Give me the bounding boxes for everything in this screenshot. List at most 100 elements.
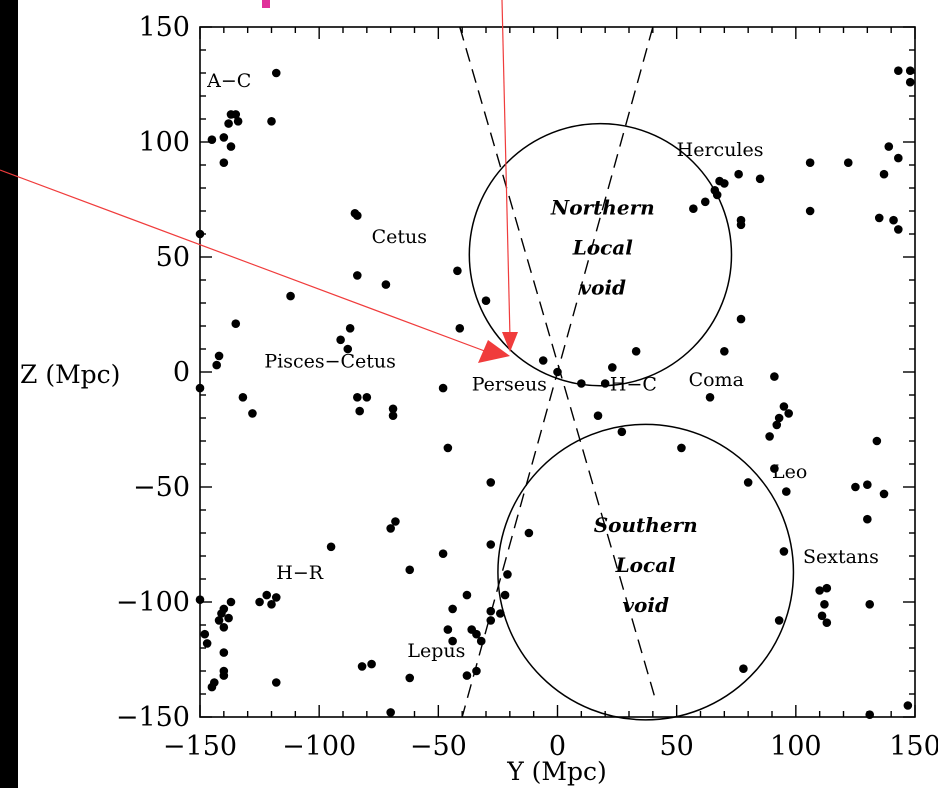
galaxy-point xyxy=(817,611,827,621)
galaxy-point xyxy=(267,117,276,126)
galaxy-point xyxy=(443,625,453,634)
galaxy-point xyxy=(326,542,336,552)
galaxy-point xyxy=(476,636,486,646)
x-axis-label: Y (Mpc) xyxy=(506,757,607,786)
galaxy-point xyxy=(553,367,562,377)
galaxy-point xyxy=(353,393,362,402)
structure-label: H−R xyxy=(276,562,323,584)
galaxy-point xyxy=(481,296,491,306)
galaxy-point xyxy=(863,514,872,524)
galaxy-point xyxy=(345,324,355,333)
top-decoration-mark xyxy=(262,0,270,8)
galaxy-point xyxy=(903,701,913,710)
galaxy-point xyxy=(357,662,367,671)
x-tick-label: 50 xyxy=(659,731,693,762)
galaxy-point xyxy=(617,427,627,437)
galaxy-point xyxy=(496,609,505,618)
galaxy-point xyxy=(353,271,362,280)
pointer-arrowhead xyxy=(502,332,518,352)
galaxy-point xyxy=(600,379,610,388)
structure-label: Coma xyxy=(689,369,744,391)
dashed-boundary-line xyxy=(459,26,656,699)
galaxy-point xyxy=(195,595,205,604)
x-tick-label: 0 xyxy=(549,731,566,762)
galaxy-point xyxy=(200,629,210,639)
galaxy-point xyxy=(577,379,586,388)
galaxy-point xyxy=(367,659,376,669)
galaxy-point xyxy=(486,478,496,487)
galaxy-point xyxy=(438,383,448,393)
galaxy-point xyxy=(782,487,791,496)
galaxy-point xyxy=(822,618,832,627)
galaxy-point xyxy=(874,213,884,223)
structure-label: A−C xyxy=(206,70,251,92)
void-label: void xyxy=(622,593,669,617)
galaxy-point xyxy=(843,158,853,167)
galaxy-point xyxy=(233,117,243,126)
galaxy-point xyxy=(805,158,815,167)
plot-background xyxy=(18,0,938,788)
galaxy-point xyxy=(472,629,481,639)
galaxy-point xyxy=(214,616,224,625)
void-label: void xyxy=(580,276,627,300)
galaxy-point xyxy=(805,206,815,216)
galaxy-point xyxy=(238,393,248,402)
galaxy-point xyxy=(388,404,398,414)
galaxy-point xyxy=(720,347,729,356)
galaxy-point xyxy=(448,636,457,646)
galaxy-point xyxy=(774,616,784,625)
galaxy-point xyxy=(739,664,748,673)
galaxy-point xyxy=(448,604,457,614)
galaxy-point xyxy=(224,613,233,623)
y-tick-labels: −150 −100 −50 0 50 100 150 xyxy=(116,12,190,733)
galaxy-point xyxy=(865,710,875,719)
galaxy-point xyxy=(822,583,832,593)
y-axis-label: Z (Mpc) xyxy=(20,360,120,389)
galaxy-point xyxy=(503,570,512,579)
structure-label: Leo xyxy=(772,461,807,483)
galaxy-point xyxy=(815,586,824,595)
x-tick-labels: −150 −100 −50 0 50 100 150 xyxy=(163,731,938,762)
galaxy-point xyxy=(226,142,236,151)
galaxy-point xyxy=(224,119,233,128)
galaxy-point xyxy=(705,393,715,402)
galaxy-point xyxy=(381,280,391,289)
galaxy-point xyxy=(271,593,281,602)
galaxy-point xyxy=(770,372,779,381)
galaxy-point xyxy=(212,360,221,370)
galaxy-point xyxy=(219,604,229,614)
x-tick-label: −100 xyxy=(282,731,356,762)
galaxy-point xyxy=(472,666,481,676)
galaxy-point xyxy=(353,211,362,220)
galaxy-point xyxy=(443,443,453,453)
galaxy-point xyxy=(219,648,229,657)
galaxy-point xyxy=(538,356,548,365)
galaxy-point xyxy=(779,402,789,411)
galaxy-point xyxy=(202,639,212,648)
structure-label: Cetus xyxy=(372,226,427,248)
structure-label: Perseus xyxy=(472,373,547,395)
galaxy-point xyxy=(486,540,496,549)
y-tick-label: −100 xyxy=(116,587,190,618)
galaxy-point xyxy=(894,66,903,75)
structure-label: Pisces−Cetus xyxy=(264,350,396,372)
galaxy-point xyxy=(736,314,746,324)
galaxy-point xyxy=(863,480,872,490)
void-circle xyxy=(497,423,795,721)
galaxy-point xyxy=(231,110,241,119)
galaxy-point xyxy=(894,225,903,234)
galaxy-point xyxy=(689,204,698,213)
galaxy-point xyxy=(772,420,782,430)
galaxy-point xyxy=(784,409,793,418)
galaxy-point xyxy=(820,600,829,609)
structure-label: Hercules xyxy=(677,139,764,161)
galaxy-point xyxy=(267,600,276,609)
galaxy-point xyxy=(734,169,743,179)
galaxy-point xyxy=(608,363,617,372)
galaxy-point xyxy=(884,142,894,151)
galaxy-point xyxy=(894,153,903,163)
pointer-arrowhead xyxy=(478,340,510,363)
pointer-arrow xyxy=(501,0,511,339)
galaxy-point xyxy=(500,590,510,600)
